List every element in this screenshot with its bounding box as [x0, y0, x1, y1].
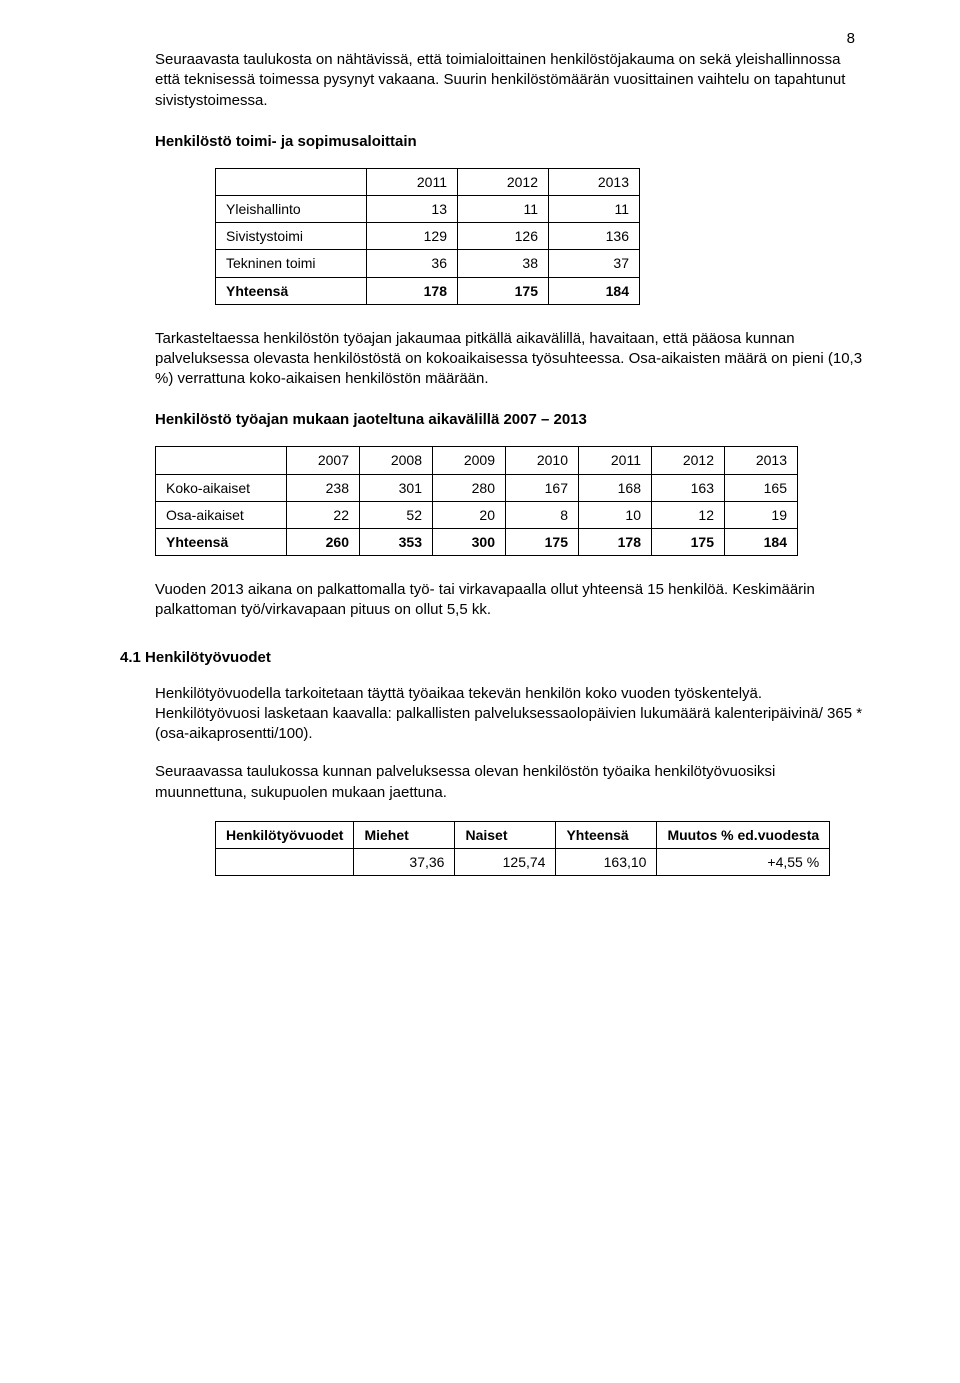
table-cell: +4,55 % [657, 849, 830, 876]
table-cell: 10 [579, 501, 652, 528]
heading-staff-by-worktime: Henkilöstö työajan mukaan jaoteltuna aik… [155, 411, 865, 428]
table-person-years: HenkilötyövuodetMiehetNaisetYhteensäMuut… [215, 821, 865, 876]
table-header-cell [156, 447, 287, 474]
table-header-cell: 2010 [506, 447, 579, 474]
table-cell: 52 [360, 501, 433, 528]
table-cell: 167 [506, 474, 579, 501]
table-cell: 11 [549, 195, 640, 222]
paragraph-1: Seuraavasta taulukosta on nähtävissä, et… [155, 50, 865, 111]
table-cell: 11 [458, 195, 549, 222]
table-header-cell: 2008 [360, 447, 433, 474]
table-cell: 178 [367, 277, 458, 304]
table-header-cell [216, 168, 367, 195]
table-header-cell: Miehet [354, 821, 455, 848]
table-cell: 184 [725, 529, 798, 556]
table-cell: 238 [287, 474, 360, 501]
table-header-cell: Henkilötyövuodet [216, 821, 354, 848]
table-header-cell: 2012 [458, 168, 549, 195]
table-cell: Yleishallinto [216, 195, 367, 222]
table-header-cell: 2012 [652, 447, 725, 474]
table-cell: 8 [506, 501, 579, 528]
table-cell: Yhteensä [156, 529, 287, 556]
paragraph-4: Henkilötyövuodella tarkoitetaan täyttä t… [155, 684, 865, 745]
heading-person-years: 4.1 Henkilötyövuodet [120, 649, 865, 666]
document-page: 8 Seuraavasta taulukosta on nähtävissä, … [0, 0, 960, 1383]
table-cell: 12 [652, 501, 725, 528]
table-cell: 19 [725, 501, 798, 528]
paragraph-3: Vuoden 2013 aikana on palkattomalla työ-… [155, 580, 865, 621]
table-cell: 300 [433, 529, 506, 556]
table-cell: 178 [579, 529, 652, 556]
table-cell: 136 [549, 223, 640, 250]
table-cell: 129 [367, 223, 458, 250]
table-header-cell: 2011 [579, 447, 652, 474]
table-cell: 260 [287, 529, 360, 556]
table-cell: 126 [458, 223, 549, 250]
table-cell: 163,10 [556, 849, 657, 876]
table-cell: 175 [652, 529, 725, 556]
table-staff-by-sector: 201120122013Yleishallinto131111Sivistyst… [215, 168, 865, 305]
table-cell: 37,36 [354, 849, 455, 876]
table-header-cell: Muutos % ed.vuodesta [657, 821, 830, 848]
table-cell: 184 [549, 277, 640, 304]
table-cell: 175 [506, 529, 579, 556]
table-cell: Koko-aikaiset [156, 474, 287, 501]
table-cell: 353 [360, 529, 433, 556]
table-cell: 163 [652, 474, 725, 501]
paragraph-2: Tarkasteltaessa henkilöstön työajan jaka… [155, 329, 865, 390]
table-cell: 20 [433, 501, 506, 528]
table-cell: 37 [549, 250, 640, 277]
table-header-cell: 2007 [287, 447, 360, 474]
table-cell: 38 [458, 250, 549, 277]
page-number: 8 [847, 30, 855, 47]
table-cell [216, 849, 354, 876]
table-cell: 125,74 [455, 849, 556, 876]
table-cell: Osa-aikaiset [156, 501, 287, 528]
table-header-cell: Naiset [455, 821, 556, 848]
table-cell: 175 [458, 277, 549, 304]
table-cell: Sivistystoimi [216, 223, 367, 250]
table-cell: 301 [360, 474, 433, 501]
table-cell: 36 [367, 250, 458, 277]
heading-staff-by-sector: Henkilöstö toimi- ja sopimusaloittain [155, 133, 865, 150]
table-header-cell: 2013 [549, 168, 640, 195]
table-cell: 280 [433, 474, 506, 501]
table-header-cell: Yhteensä [556, 821, 657, 848]
table-staff-by-worktime: 2007200820092010201120122013Koko-aikaise… [155, 446, 865, 556]
table-cell: 13 [367, 195, 458, 222]
table-header-cell: 2011 [367, 168, 458, 195]
table-cell: 22 [287, 501, 360, 528]
table-cell: Yhteensä [216, 277, 367, 304]
paragraph-5: Seuraavassa taulukossa kunnan palvelukse… [155, 762, 865, 803]
table-header-cell: 2009 [433, 447, 506, 474]
table-cell: Tekninen toimi [216, 250, 367, 277]
table-cell: 165 [725, 474, 798, 501]
table-cell: 168 [579, 474, 652, 501]
table-header-cell: 2013 [725, 447, 798, 474]
